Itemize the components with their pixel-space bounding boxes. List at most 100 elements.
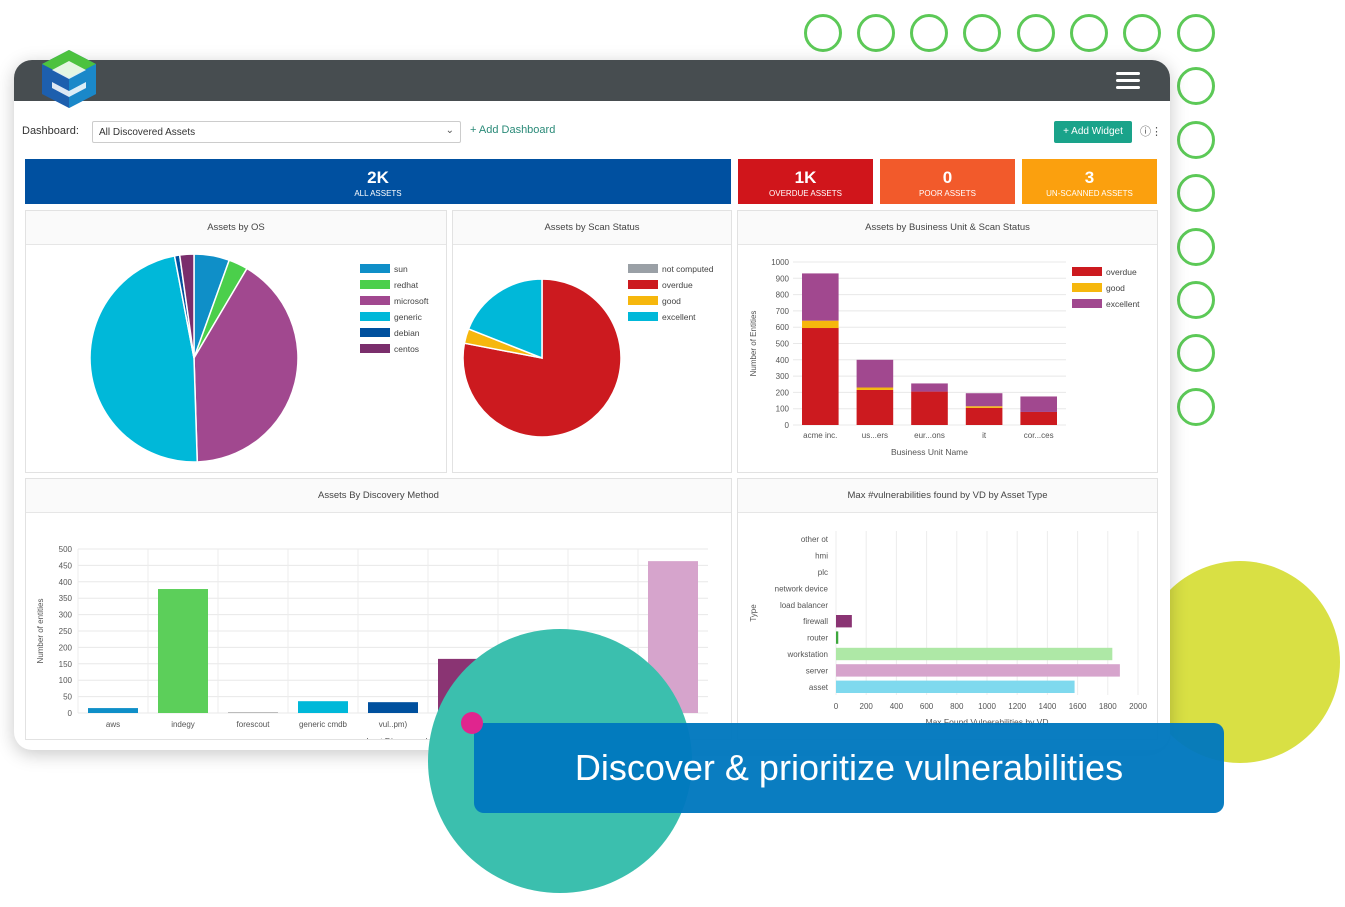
dashboard-select[interactable]: All Discovered Assets ⌄: [92, 121, 461, 143]
y-tick-label: other ot: [801, 535, 829, 544]
x-tick-label: 600: [920, 702, 934, 711]
y-tick-label: 300: [776, 372, 790, 381]
x-tick-label: 400: [890, 702, 904, 711]
bar: [368, 702, 418, 713]
y-axis-label: Type: [749, 604, 758, 622]
legend-swatch: [360, 264, 390, 273]
legend-label: generic: [394, 312, 423, 322]
y-tick-label: 100: [59, 676, 73, 685]
y-tick-label: network device: [775, 584, 829, 593]
stat-all-assets[interactable]: 2K ALL ASSETS: [25, 159, 731, 204]
ring: [1177, 334, 1215, 373]
legend-swatch: [1072, 299, 1102, 308]
ring: [1070, 14, 1108, 52]
x-tick-label: 1200: [1008, 702, 1026, 711]
x-tick-label: vul..pm): [379, 720, 408, 729]
x-tick-label: aws: [106, 720, 120, 729]
panel-title: Max #vulnerabilities found by VD by Asse…: [738, 479, 1157, 513]
app-titlebar: [14, 60, 1170, 101]
stat-label: ALL ASSETS: [354, 189, 402, 198]
x-tick-label: 1600: [1069, 702, 1087, 711]
y-tick-label: hmi: [815, 552, 828, 561]
y-tick-label: 700: [776, 307, 790, 316]
panel-title: Assets by Scan Status: [453, 211, 731, 245]
legend-label: microsoft: [394, 296, 429, 306]
bar: [158, 589, 208, 713]
y-tick-label: server: [806, 666, 829, 675]
bar-segment: [802, 273, 839, 321]
stat-unscanned-assets[interactable]: 3 UN-SCANNED ASSETS: [1022, 159, 1157, 204]
dashboard-label: Dashboard:: [22, 125, 79, 137]
y-tick-label: workstation: [787, 650, 828, 659]
y-tick-label: router: [807, 634, 828, 643]
y-tick-label: 150: [59, 660, 73, 669]
info-menu-icon[interactable]: ⓘ⋮: [1140, 126, 1162, 138]
stat-overdue-assets[interactable]: 1K OVERDUE ASSETS: [738, 159, 873, 204]
ring: [1177, 281, 1215, 319]
stat-label: UN-SCANNED ASSETS: [1046, 189, 1133, 198]
max-vulnerabilities-bar-chart: 0 200 400 600 800 1000 1200 1400 1600 1800 2000 oth…: [749, 531, 1147, 727]
legend-label: good: [662, 296, 681, 306]
x-tick-label: it: [982, 431, 987, 440]
bar-segment: [856, 387, 894, 390]
legend-swatch: [360, 328, 390, 337]
y-tick-label: 50: [63, 693, 72, 702]
x-tick-label: indegy: [171, 720, 195, 729]
y-tick-label: 800: [776, 291, 790, 300]
x-tick-label: 1800: [1099, 702, 1117, 711]
stat-poor-assets[interactable]: 0 POOR ASSETS: [880, 159, 1015, 204]
legend-swatch: [360, 280, 390, 289]
pie-slice: [193, 267, 299, 463]
x-axis-label: Max Found Vulnerabilities by VD: [926, 717, 1049, 727]
menu-icon[interactable]: [1116, 72, 1140, 90]
x-tick-label: us...ers: [862, 431, 888, 440]
legend-label: overdue: [662, 280, 693, 290]
ring: [857, 14, 895, 52]
legend-swatch: [1072, 267, 1102, 276]
legend-label: good: [1106, 283, 1125, 293]
y-tick-label: 250: [59, 627, 73, 636]
bar-segment: [802, 320, 839, 329]
marketing-banner: Discover & prioritize vulnerabilities: [474, 723, 1224, 813]
ring: [1177, 227, 1215, 266]
bar-segment: [1020, 411, 1057, 425]
y-tick-label: asset: [809, 683, 829, 692]
legend-swatch: [360, 344, 390, 353]
bar-segment: [856, 359, 894, 388]
panel-title: Assets by OS: [26, 211, 446, 245]
bar: [88, 708, 138, 713]
x-tick-label: 1400: [1039, 702, 1057, 711]
panel-assets-by-business-unit: Assets by Business Unit & Scan Status 0 1…: [737, 210, 1158, 473]
add-widget-button[interactable]: + Add Widget: [1054, 121, 1132, 143]
legend-label: sun: [394, 264, 408, 274]
y-tick-label: firewall: [803, 617, 828, 626]
ring: [1177, 387, 1215, 426]
add-dashboard-link[interactable]: + Add Dashboard: [470, 124, 556, 136]
legend-label: overdue: [1106, 267, 1137, 277]
x-tick-label: acme inc.: [803, 431, 837, 440]
stat-value: 3: [1084, 168, 1095, 187]
y-axis-label: Number of Entities: [749, 311, 758, 377]
bar: [836, 631, 839, 644]
ring: [910, 14, 948, 52]
panel-title: Assets by Business Unit & Scan Status: [738, 211, 1157, 245]
bar-segment: [965, 393, 1003, 407]
y-tick-label: 400: [59, 578, 73, 587]
y-tick-label: 900: [776, 274, 790, 283]
y-tick-label: plc: [818, 568, 828, 577]
panel-max-vulnerabilities: Max #vulnerabilities found by VD by Asse…: [737, 478, 1158, 740]
legend-label: debian: [394, 328, 420, 338]
legend-label: not computed: [662, 264, 714, 274]
bar-segment: [911, 391, 948, 425]
stat-value: 1K: [794, 168, 817, 187]
decorative-magenta-dot: [461, 712, 483, 734]
stat-label: POOR ASSETS: [919, 189, 976, 198]
stat-label: OVERDUE ASSETS: [769, 189, 842, 198]
y-tick-label: 0: [68, 709, 73, 718]
pie-slice: [467, 278, 543, 360]
legend-label: excellent: [662, 312, 696, 322]
stat-value: 0: [942, 168, 953, 187]
bar: [836, 664, 1120, 677]
panel-assets-by-os: Assets by OS sun redhat microsoft generic de…: [25, 210, 447, 473]
